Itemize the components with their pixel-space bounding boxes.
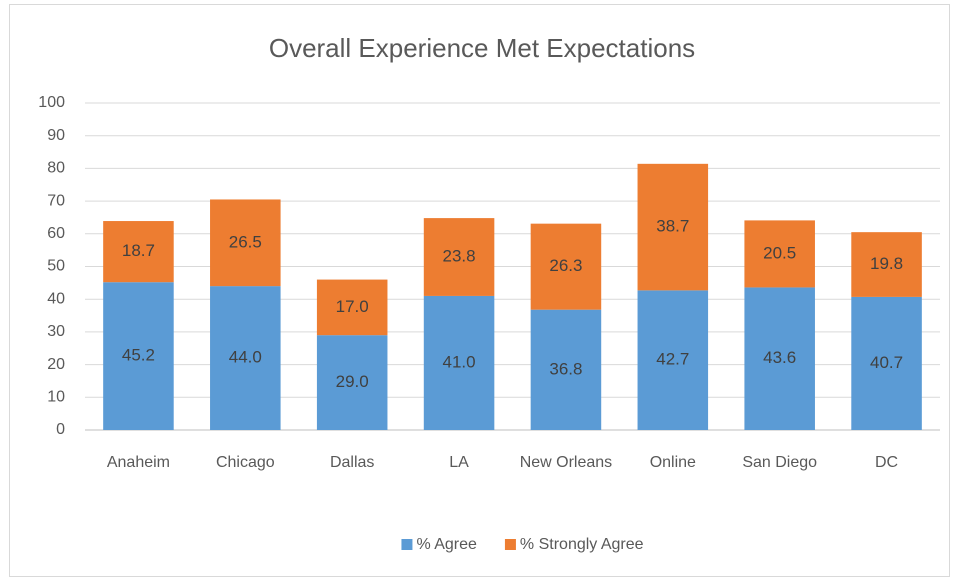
x-tick-label: New Orleans	[520, 454, 612, 471]
y-tick-label: 60	[47, 225, 65, 242]
legend-label: % Agree	[416, 536, 477, 553]
data-label: 43.6	[763, 348, 796, 367]
y-tick-label: 50	[47, 258, 65, 275]
legend-swatch	[401, 539, 413, 550]
data-label: 36.8	[549, 359, 582, 378]
y-tick-label: 90	[47, 127, 65, 144]
bar-segment	[637, 290, 709, 430]
x-tick-label: Anaheim	[107, 454, 170, 471]
bar-segment	[316, 335, 388, 430]
x-tick-label: Chicago	[216, 454, 275, 471]
chart-title: Overall Experience Met Expectations	[269, 33, 695, 63]
legend-label: % Strongly Agree	[520, 536, 644, 553]
bar-segment	[851, 296, 922, 430]
bar-segment	[530, 309, 602, 430]
y-tick-label: 100	[38, 94, 65, 111]
bar-segment	[744, 220, 815, 288]
bar-segment	[423, 295, 495, 430]
x-tick-label: San Diego	[742, 454, 817, 471]
bar-segment	[637, 163, 709, 291]
y-tick-label: 30	[47, 323, 65, 340]
y-tick-label: 80	[47, 160, 65, 177]
x-tick-label: DC	[875, 454, 898, 471]
data-label: 40.7	[870, 353, 903, 372]
bar-segment	[103, 221, 174, 283]
data-label: 45.2	[122, 346, 155, 365]
data-label: 19.8	[870, 254, 903, 273]
bar-segment	[103, 282, 174, 430]
bar-segment	[744, 287, 815, 430]
data-label: 26.3	[549, 256, 582, 275]
data-label: 44.0	[229, 348, 262, 367]
bar-segment	[530, 223, 602, 310]
y-tick-label: 0	[56, 421, 65, 438]
legend-swatch	[504, 539, 516, 550]
y-tick-label: 10	[47, 389, 65, 406]
bar-segment	[210, 199, 281, 287]
bar-segment	[316, 279, 388, 336]
x-tick-label: Online	[650, 454, 696, 471]
data-label: 20.5	[763, 243, 796, 262]
y-tick-label: 20	[47, 356, 65, 373]
data-label: 17.0	[336, 297, 369, 316]
bar-segment	[851, 232, 922, 297]
bar-segment	[210, 286, 281, 430]
data-label: 41.0	[443, 352, 476, 371]
data-label: 26.5	[229, 232, 262, 251]
bar-segment	[423, 218, 495, 296]
data-label: 23.8	[443, 247, 476, 266]
x-tick-label: Dallas	[330, 454, 374, 471]
x-tick-label: LA	[449, 454, 469, 471]
y-tick-label: 70	[47, 192, 65, 209]
data-label: 29.0	[336, 372, 369, 391]
data-label: 42.7	[656, 350, 689, 369]
data-label: 18.7	[122, 241, 155, 260]
data-label: 38.7	[656, 217, 689, 236]
y-tick-label: 40	[47, 290, 65, 307]
